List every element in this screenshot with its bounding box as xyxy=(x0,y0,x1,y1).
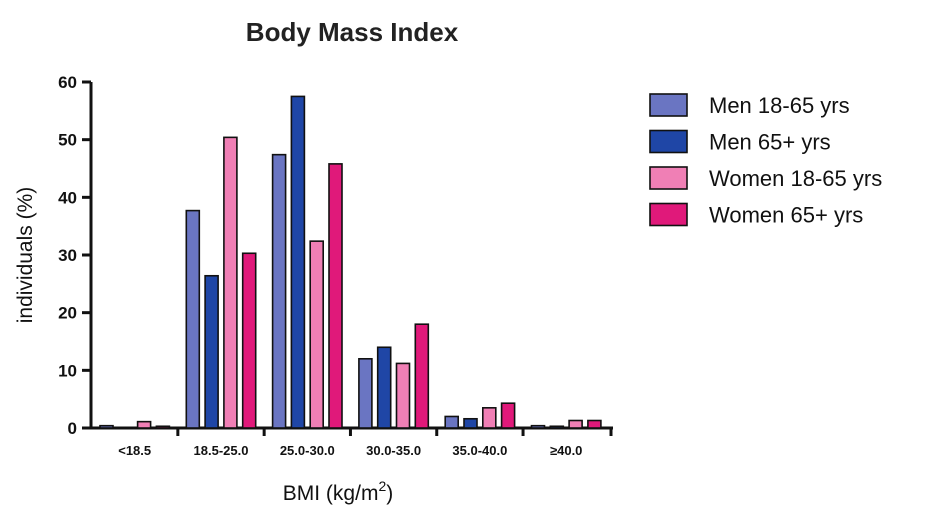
x-tick-label: 25.0-30.0 xyxy=(280,443,335,458)
bar-4-1 xyxy=(155,425,171,429)
legend-swatch xyxy=(649,93,688,117)
y-tick-label: 40 xyxy=(58,188,77,207)
bar-4-2 xyxy=(241,252,257,429)
bar-2-6 xyxy=(549,425,565,429)
bar-2-4 xyxy=(376,346,392,429)
x-tick-label: ≥40.0 xyxy=(550,443,582,458)
bar-1-4 xyxy=(358,357,373,429)
bar-3-1 xyxy=(136,420,152,429)
bar-3-5 xyxy=(481,407,497,429)
legend-swatch xyxy=(649,129,688,154)
y-tick-label: 10 xyxy=(58,361,77,380)
x-axis-label: BMI (kg/m2) xyxy=(283,478,393,505)
y-tick-label: 0 xyxy=(68,419,77,438)
bar-3-4 xyxy=(395,362,411,429)
bar-2-5 xyxy=(463,417,478,429)
x-tick-label: <18.5 xyxy=(118,443,151,458)
bar-4-4 xyxy=(414,323,430,429)
legend-label: Women 18-65 yrs xyxy=(709,166,882,191)
x-axis-label-main: BMI (kg/m xyxy=(283,482,379,505)
y-tick-label: 50 xyxy=(58,131,77,150)
y-tick-label: 30 xyxy=(58,246,77,265)
legend-label: Men 18-65 yrs xyxy=(709,93,850,118)
legend-label: Women 65+ yrs xyxy=(709,203,863,228)
x-axis-label-suffix: ) xyxy=(386,482,393,505)
y-tick-label: 20 xyxy=(58,304,77,323)
y-tick-label: 60 xyxy=(58,73,77,92)
bar-1-2 xyxy=(185,209,201,429)
bar-4-5 xyxy=(500,402,516,429)
legend: Men 18-65 yrs Men 65+ yrs Women 18-65 yrs W… xyxy=(649,93,882,228)
bar-2-3 xyxy=(290,95,306,429)
x-tick-label: 35.0-40.0 xyxy=(452,443,507,458)
legend-swatch xyxy=(649,202,688,227)
legend-swatch xyxy=(649,166,688,190)
bar-4-3 xyxy=(328,163,343,429)
x-axis-label-superscript: 2 xyxy=(378,478,386,494)
x-tick-label: 18.5-25.0 xyxy=(194,443,249,458)
chart-title: Body Mass Index xyxy=(246,17,459,47)
bar-1-5 xyxy=(444,415,460,429)
bar-4-6 xyxy=(587,419,602,429)
bars xyxy=(99,95,602,429)
bar-1-3 xyxy=(271,153,287,429)
bar-3-3 xyxy=(309,240,325,429)
legend-label: Men 65+ yrs xyxy=(709,130,831,155)
y-axis-label: individuals (%) xyxy=(14,187,37,324)
x-tick-label: 30.0-35.0 xyxy=(366,443,421,458)
bar-3-2 xyxy=(223,136,238,429)
bar-3-6 xyxy=(568,419,583,429)
bar-1-6 xyxy=(530,424,546,429)
bar-1-1 xyxy=(99,424,114,429)
bar-2-2 xyxy=(204,274,219,429)
axes: 0 10 20 30 40 50 60 <18.5 18.5-25.0 25.0-30.0 30.0… xyxy=(58,73,613,458)
